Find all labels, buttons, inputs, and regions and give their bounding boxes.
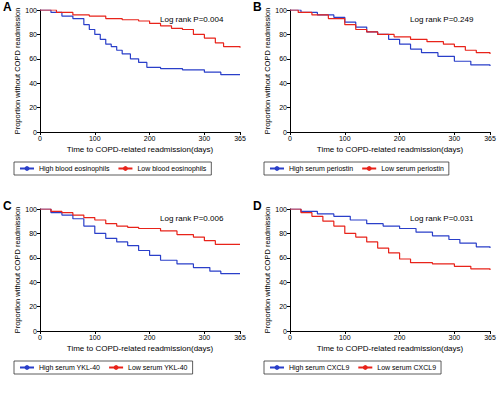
svg-text:40: 40 bbox=[279, 279, 287, 286]
svg-text:365: 365 bbox=[484, 334, 496, 341]
svg-text:Proportion without COPD readmi: Proportion without COPD readmission bbox=[263, 8, 272, 135]
svg-text:0: 0 bbox=[33, 129, 37, 136]
svg-text:Log rank P=0.006: Log rank P=0.006 bbox=[160, 214, 224, 223]
svg-text:365: 365 bbox=[484, 135, 496, 142]
svg-text:40: 40 bbox=[29, 80, 37, 87]
svg-text:60: 60 bbox=[29, 254, 37, 261]
svg-text:200: 200 bbox=[144, 334, 156, 341]
svg-text:80: 80 bbox=[279, 31, 287, 38]
svg-text:100: 100 bbox=[275, 7, 287, 14]
svg-text:Proportion without COPD readmi: Proportion without COPD readmission bbox=[13, 207, 22, 334]
svg-text:20: 20 bbox=[279, 303, 287, 310]
svg-text:0: 0 bbox=[33, 328, 37, 335]
svg-text:100: 100 bbox=[275, 206, 287, 213]
svg-text:300: 300 bbox=[199, 135, 211, 142]
svg-text:40: 40 bbox=[279, 80, 287, 87]
svg-text:Low blood eosinophils: Low blood eosinophils bbox=[137, 165, 206, 173]
svg-text:Proportion without COPD readmi: Proportion without COPD readmission bbox=[13, 8, 22, 135]
svg-text:365: 365 bbox=[234, 135, 246, 142]
svg-text:100: 100 bbox=[339, 135, 351, 142]
svg-text:Proportion without COPD readmi: Proportion without COPD readmission bbox=[263, 207, 272, 334]
svg-text:200: 200 bbox=[144, 135, 156, 142]
svg-text:200: 200 bbox=[394, 334, 406, 341]
svg-text:Time to COPD-related readmissi: Time to COPD-related readmission(days) bbox=[317, 344, 464, 353]
svg-text:0: 0 bbox=[38, 334, 42, 341]
svg-text:0: 0 bbox=[283, 328, 287, 335]
svg-text:100: 100 bbox=[25, 7, 37, 14]
svg-text:Low serum CXCL9: Low serum CXCL9 bbox=[377, 364, 436, 371]
svg-text:Low serum periostin: Low serum periostin bbox=[381, 165, 444, 173]
svg-text:Log rank P=0.004: Log rank P=0.004 bbox=[160, 15, 224, 24]
svg-text:A: A bbox=[3, 0, 12, 14]
svg-text:Time to COPD-related readmissi: Time to COPD-related readmission(days) bbox=[317, 145, 464, 154]
svg-text:60: 60 bbox=[29, 55, 37, 62]
svg-text:80: 80 bbox=[29, 31, 37, 38]
svg-text:100: 100 bbox=[339, 334, 351, 341]
svg-text:100: 100 bbox=[89, 135, 101, 142]
svg-text:0: 0 bbox=[283, 129, 287, 136]
svg-text:0: 0 bbox=[288, 135, 292, 142]
svg-text:Log rank P=0.249: Log rank P=0.249 bbox=[410, 15, 474, 24]
svg-text:200: 200 bbox=[394, 135, 406, 142]
svg-text:100: 100 bbox=[89, 334, 101, 341]
svg-text:0: 0 bbox=[288, 334, 292, 341]
svg-text:20: 20 bbox=[29, 104, 37, 111]
svg-text:Low serum YKL-40: Low serum YKL-40 bbox=[128, 364, 188, 371]
svg-text:High blood eosinophils: High blood eosinophils bbox=[39, 165, 110, 173]
svg-text:300: 300 bbox=[449, 334, 461, 341]
svg-text:Time to COPD-related readmissi: Time to COPD-related readmission(days) bbox=[67, 344, 214, 353]
svg-text:20: 20 bbox=[29, 303, 37, 310]
svg-text:60: 60 bbox=[279, 254, 287, 261]
svg-text:High serum CXCL9: High serum CXCL9 bbox=[289, 364, 349, 372]
svg-text:365: 365 bbox=[234, 334, 246, 341]
svg-text:80: 80 bbox=[279, 230, 287, 237]
svg-text:100: 100 bbox=[25, 206, 37, 213]
svg-text:20: 20 bbox=[279, 104, 287, 111]
svg-text:High serum YKL-40: High serum YKL-40 bbox=[39, 364, 100, 372]
svg-text:B: B bbox=[253, 0, 262, 14]
svg-text:40: 40 bbox=[29, 279, 37, 286]
svg-text:C: C bbox=[3, 199, 12, 213]
svg-text:D: D bbox=[253, 199, 262, 213]
svg-text:300: 300 bbox=[199, 334, 211, 341]
svg-text:High serum periostin: High serum periostin bbox=[289, 165, 353, 173]
svg-text:300: 300 bbox=[449, 135, 461, 142]
svg-text:60: 60 bbox=[279, 55, 287, 62]
svg-text:80: 80 bbox=[29, 230, 37, 237]
svg-text:Log rank P=0.031: Log rank P=0.031 bbox=[410, 214, 474, 223]
svg-text:0: 0 bbox=[38, 135, 42, 142]
svg-text:Time to COPD-related readmissi: Time to COPD-related readmission(days) bbox=[67, 145, 214, 154]
